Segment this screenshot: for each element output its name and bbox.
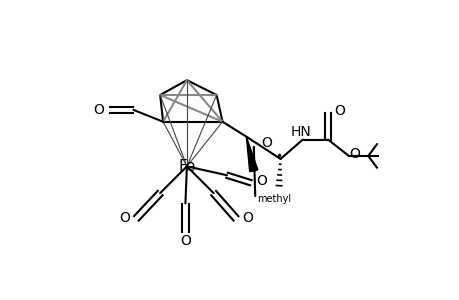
Text: O: O — [260, 136, 271, 150]
Text: O: O — [256, 174, 267, 188]
Text: O: O — [333, 104, 344, 118]
Text: HN: HN — [291, 125, 311, 139]
Text: O: O — [93, 103, 104, 117]
Polygon shape — [246, 136, 257, 172]
Text: O: O — [241, 212, 252, 225]
Text: O: O — [179, 234, 190, 248]
Text: methyl: methyl — [256, 194, 290, 204]
Text: O: O — [119, 212, 130, 225]
Text: Fe: Fe — [178, 159, 195, 174]
Text: O: O — [348, 148, 359, 161]
